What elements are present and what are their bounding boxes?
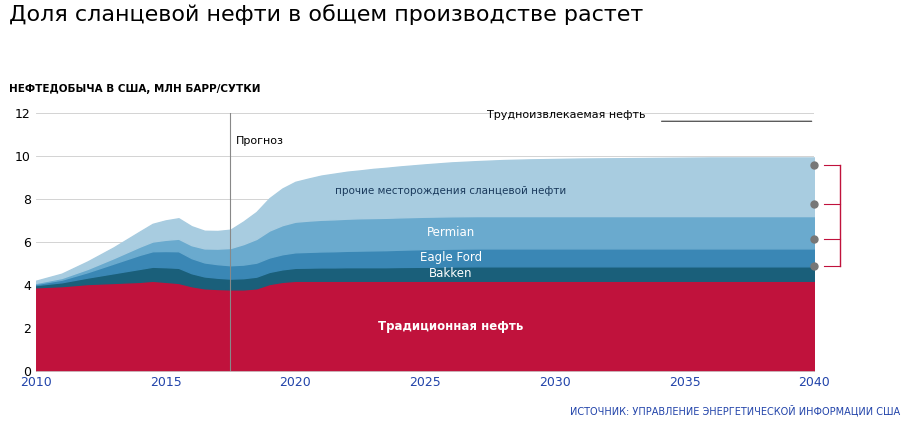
Text: ИСТОЧНИК: УПРАВЛЕНИЕ ЭНЕРГЕТИЧЕСКОЙ ИНФОРМАЦИИ США: ИСТОЧНИК: УПРАВЛЕНИЕ ЭНЕРГЕТИЧЕСКОЙ ИНФО…: [570, 405, 900, 417]
Text: НЕФТЕДОБЫЧА В США, МЛН БАРР/СУТКИ: НЕФТЕДОБЫЧА В США, МЛН БАРР/СУТКИ: [9, 84, 261, 94]
Text: Прогноз: Прогноз: [235, 136, 284, 147]
Text: Eagle Ford: Eagle Ford: [420, 251, 482, 264]
Text: Доля сланцевой нефти в общем производстве растет: Доля сланцевой нефти в общем производств…: [9, 4, 644, 25]
Text: Permian: Permian: [427, 226, 475, 240]
Text: прочие месторождения сланцевой нефти: прочие месторождения сланцевой нефти: [335, 186, 566, 195]
Text: Bakken: Bakken: [429, 267, 473, 280]
Text: Традиционная нефть: Традиционная нефть: [378, 320, 524, 333]
Text: Трудноизвлекаемая нефть: Трудноизвлекаемая нефть: [487, 110, 645, 120]
